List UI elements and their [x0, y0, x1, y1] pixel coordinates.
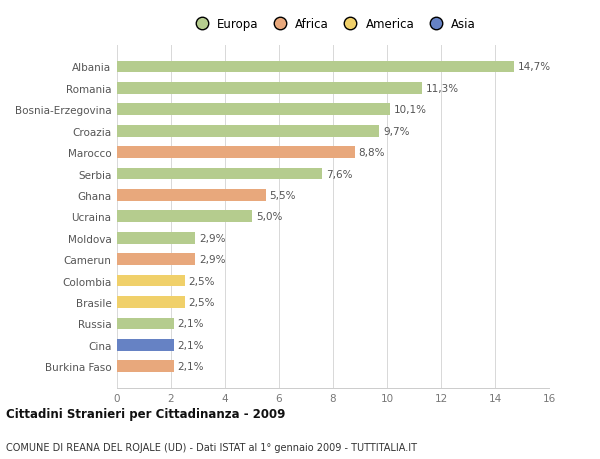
Bar	[117, 297, 185, 308]
Bar	[117, 126, 379, 137]
Text: COMUNE DI REANA DEL ROJALE (UD) - Dati ISTAT al 1° gennaio 2009 - TUTTITALIA.IT: COMUNE DI REANA DEL ROJALE (UD) - Dati I…	[6, 442, 417, 452]
Bar	[117, 211, 252, 223]
Bar	[117, 168, 322, 180]
Bar	[117, 275, 185, 287]
Bar	[117, 232, 196, 244]
Bar	[117, 83, 422, 95]
Bar	[117, 254, 196, 265]
Bar	[117, 147, 355, 159]
Text: 5,5%: 5,5%	[269, 190, 296, 201]
Bar	[117, 190, 265, 202]
Text: 10,1%: 10,1%	[394, 105, 427, 115]
Text: 2,1%: 2,1%	[178, 361, 204, 371]
Bar	[117, 318, 174, 330]
Bar	[117, 104, 390, 116]
Text: 8,8%: 8,8%	[359, 148, 385, 158]
Text: 2,1%: 2,1%	[178, 340, 204, 350]
Bar	[117, 339, 174, 351]
Text: 7,6%: 7,6%	[326, 169, 353, 179]
Text: 11,3%: 11,3%	[426, 84, 459, 94]
Text: 5,0%: 5,0%	[256, 212, 283, 222]
Text: Cittadini Stranieri per Cittadinanza - 2009: Cittadini Stranieri per Cittadinanza - 2…	[6, 407, 286, 420]
Text: 14,7%: 14,7%	[518, 62, 551, 73]
Text: 2,1%: 2,1%	[178, 319, 204, 329]
Bar	[117, 62, 514, 73]
Text: 2,9%: 2,9%	[199, 255, 226, 264]
Text: 2,5%: 2,5%	[188, 276, 215, 286]
Text: 2,9%: 2,9%	[199, 233, 226, 243]
Text: 9,7%: 9,7%	[383, 126, 409, 136]
Legend: Europa, Africa, America, Asia: Europa, Africa, America, Asia	[190, 17, 476, 31]
Text: 2,5%: 2,5%	[188, 297, 215, 308]
Bar	[117, 361, 174, 372]
